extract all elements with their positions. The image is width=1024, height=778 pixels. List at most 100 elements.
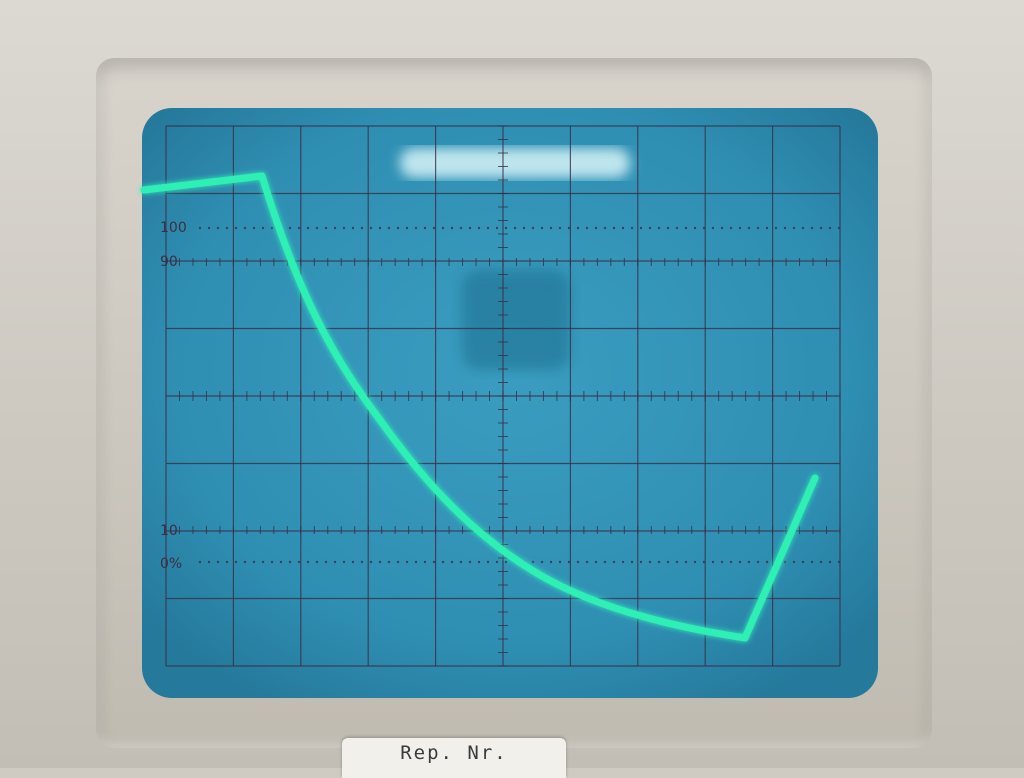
reference-dot [648, 560, 652, 564]
reference-dot [774, 226, 778, 230]
reference-dot [810, 560, 814, 564]
reference-dot [729, 560, 733, 564]
reference-dot [711, 226, 715, 230]
reference-dot [657, 226, 661, 230]
reference-dot [234, 560, 238, 564]
reference-dot [828, 226, 832, 230]
reference-dot [657, 560, 661, 564]
reference-dot [306, 226, 310, 230]
reference-dot [630, 226, 634, 230]
reference-dot [738, 226, 742, 230]
reference-dot [198, 560, 202, 564]
reference-dot [297, 226, 301, 230]
reference-dot [243, 560, 247, 564]
reference-dot [765, 560, 769, 564]
reference-dot [486, 560, 490, 564]
waveform-trace-icon [140, 172, 819, 642]
reference-dot [333, 560, 337, 564]
reference-dot [495, 226, 499, 230]
reference-dot [207, 226, 211, 230]
reference-dot [288, 226, 292, 230]
reference-dot [360, 560, 364, 564]
reference-dot [576, 226, 580, 230]
reference-dot [621, 226, 625, 230]
reference-dot [198, 226, 202, 230]
reference-dot [234, 226, 238, 230]
reference-dot [369, 226, 373, 230]
reference-dot [261, 226, 265, 230]
reference-dot [549, 560, 553, 564]
reference-dot [351, 226, 355, 230]
reference-dot [405, 560, 409, 564]
screen-face [142, 108, 878, 698]
reference-dot [540, 226, 544, 230]
reference-dot [720, 560, 724, 564]
reference-dot [450, 560, 454, 564]
reference-dot [720, 226, 724, 230]
reference-dot [378, 560, 382, 564]
reference-dot [342, 560, 346, 564]
reference-dot [504, 226, 508, 230]
reference-dot [729, 226, 733, 230]
reference-dot [270, 560, 274, 564]
reference-dot [207, 560, 211, 564]
reference-dot [567, 560, 571, 564]
reference-dot [216, 560, 220, 564]
reference-dot [468, 226, 472, 230]
reference-dot [468, 560, 472, 564]
reference-dot [216, 226, 220, 230]
reference-dot [594, 560, 598, 564]
reference-dot [513, 226, 517, 230]
reference-dot [333, 226, 337, 230]
reference-dot [522, 226, 526, 230]
label-plate: Rep. Nr. [342, 738, 566, 778]
scale-label-0-percent: 0% [160, 556, 182, 572]
reference-dot [648, 226, 652, 230]
reference-dot [414, 560, 418, 564]
reference-dot [675, 560, 679, 564]
reference-dot [576, 560, 580, 564]
reference-dot [810, 226, 814, 230]
reference-dot [225, 560, 229, 564]
reference-dot [504, 560, 508, 564]
label-plate-text: Rep. Nr. [400, 742, 508, 764]
scale-label-10: 10 [160, 523, 178, 539]
reference-dot [594, 226, 598, 230]
reference-dot [783, 226, 787, 230]
reference-dot [396, 226, 400, 230]
reference-dot [261, 560, 265, 564]
reference-dot [486, 226, 490, 230]
reference-dot [477, 560, 481, 564]
reference-dot [279, 560, 283, 564]
reference-dot [549, 226, 553, 230]
reference-dot [225, 226, 229, 230]
reference-dot [828, 560, 832, 564]
reference-dot [630, 560, 634, 564]
reference-dot [612, 560, 616, 564]
reference-dot [666, 560, 670, 564]
reference-dot [756, 226, 760, 230]
reference-dot [432, 560, 436, 564]
reference-dot [801, 226, 805, 230]
scale-label-90: 90 [160, 254, 178, 270]
reference-dot [693, 560, 697, 564]
reference-dot [639, 560, 643, 564]
reference-dot [477, 226, 481, 230]
reference-dot [378, 226, 382, 230]
reference-dot [621, 560, 625, 564]
reference-dot [603, 226, 607, 230]
reference-dot [387, 560, 391, 564]
reference-dot [441, 560, 445, 564]
reference-dot [450, 226, 454, 230]
reference-dot [423, 226, 427, 230]
reference-dot [252, 226, 256, 230]
reference-dot [612, 226, 616, 230]
reference-dot [837, 560, 841, 564]
reference-dot [792, 226, 796, 230]
reflection-shape [462, 270, 570, 370]
reference-dot [801, 560, 805, 564]
reference-dot [306, 560, 310, 564]
reference-dot [387, 226, 391, 230]
reference-dot [684, 560, 688, 564]
